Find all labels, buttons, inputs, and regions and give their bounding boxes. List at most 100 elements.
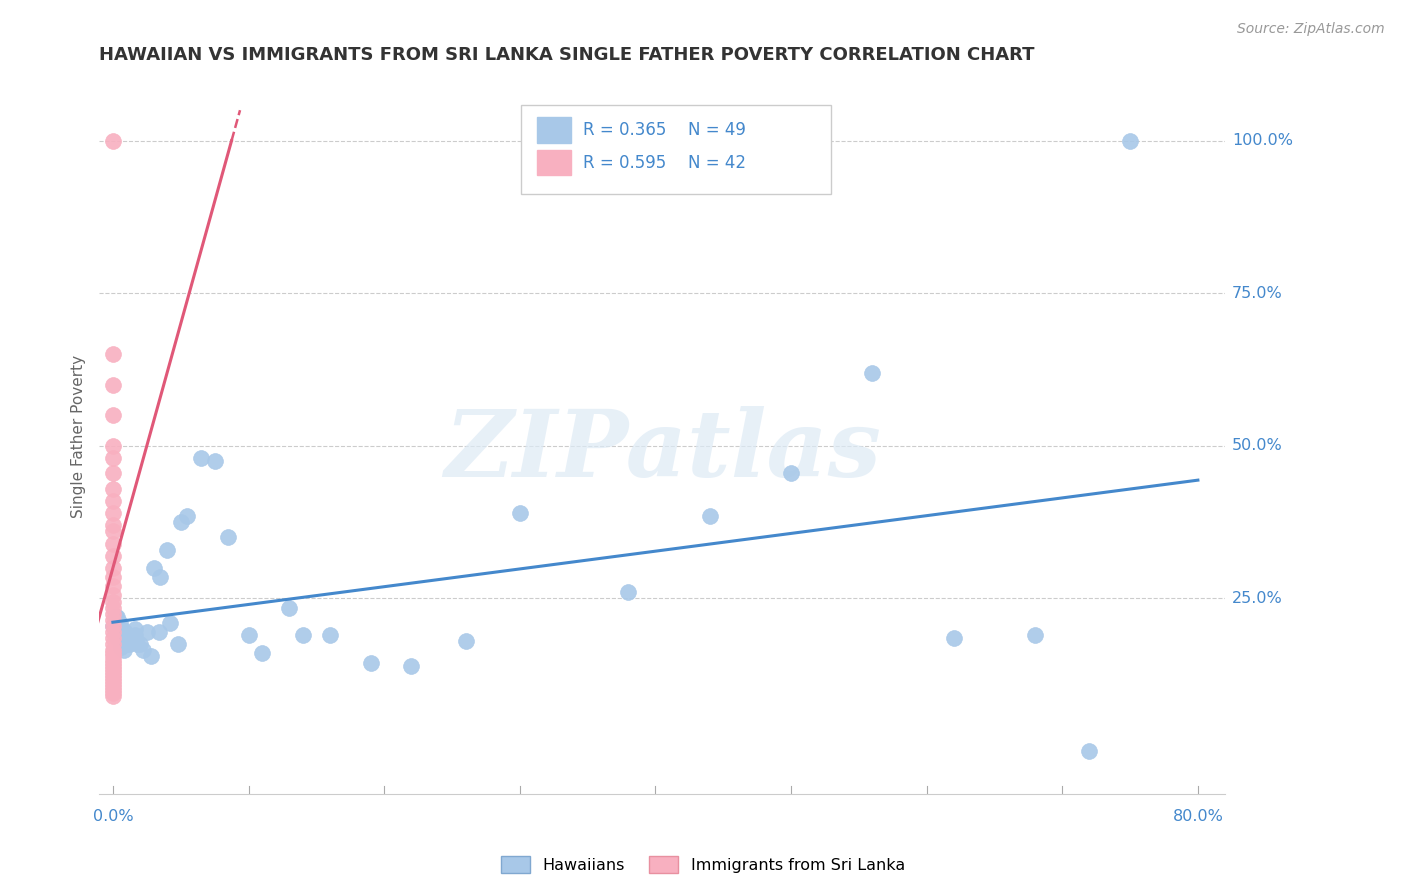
- Point: [107, 631, 129, 645]
- Point: [139, 649, 162, 664]
- Text: Source: ZipAtlas.com: Source: ZipAtlas.com: [1237, 22, 1385, 37]
- Point: [118, 637, 141, 651]
- Point: [942, 631, 965, 645]
- Point: [101, 579, 124, 593]
- Point: [149, 570, 172, 584]
- Point: [101, 689, 124, 703]
- Point: [129, 637, 152, 651]
- Point: [454, 634, 477, 648]
- Point: [319, 628, 342, 642]
- Point: [108, 615, 131, 630]
- Point: [217, 531, 239, 545]
- Point: [101, 680, 124, 694]
- Point: [101, 589, 124, 603]
- Point: [127, 637, 149, 651]
- Point: [101, 647, 124, 661]
- Point: [167, 637, 190, 651]
- Point: [101, 625, 124, 640]
- Point: [101, 673, 124, 688]
- Text: 0.0%: 0.0%: [93, 809, 134, 824]
- Text: R = 0.365: R = 0.365: [583, 120, 666, 138]
- Point: [148, 625, 170, 640]
- Point: [278, 600, 301, 615]
- Point: [101, 347, 124, 361]
- Point: [114, 625, 136, 640]
- Point: [1078, 744, 1101, 758]
- Point: [124, 628, 146, 642]
- FancyBboxPatch shape: [537, 117, 571, 143]
- Point: [101, 467, 124, 481]
- Point: [101, 658, 124, 673]
- Point: [101, 631, 124, 645]
- Point: [250, 647, 273, 661]
- Point: [170, 515, 193, 529]
- Point: [101, 662, 124, 676]
- Point: [101, 482, 124, 496]
- Point: [101, 134, 124, 148]
- Point: [159, 615, 181, 630]
- Point: [132, 643, 155, 657]
- Legend: Hawaiians, Immigrants from Sri Lanka: Hawaiians, Immigrants from Sri Lanka: [495, 849, 911, 880]
- Point: [101, 524, 124, 539]
- Text: ZIPatlas: ZIPatlas: [444, 406, 880, 496]
- Point: [101, 671, 124, 685]
- Point: [291, 628, 314, 642]
- Point: [360, 656, 382, 670]
- Point: [101, 600, 124, 615]
- Point: [101, 667, 124, 681]
- Text: N = 42: N = 42: [688, 153, 747, 171]
- Point: [101, 409, 124, 423]
- Point: [118, 634, 141, 648]
- Text: N = 49: N = 49: [688, 120, 747, 138]
- Point: [121, 631, 143, 645]
- Point: [135, 625, 157, 640]
- Point: [101, 686, 124, 700]
- Point: [1024, 628, 1046, 642]
- FancyBboxPatch shape: [522, 104, 831, 194]
- Point: [105, 609, 128, 624]
- Point: [190, 451, 212, 466]
- Text: 75.0%: 75.0%: [1232, 285, 1282, 301]
- Point: [1119, 134, 1142, 148]
- Point: [101, 683, 124, 698]
- Point: [101, 643, 124, 657]
- Point: [101, 637, 124, 651]
- Point: [101, 536, 124, 550]
- Point: [101, 493, 124, 508]
- Point: [101, 677, 124, 691]
- Point: [110, 640, 132, 655]
- Point: [111, 622, 134, 636]
- Point: [112, 631, 135, 645]
- Point: [101, 594, 124, 608]
- Point: [101, 619, 124, 633]
- Point: [101, 649, 124, 664]
- Point: [238, 628, 260, 642]
- Point: [115, 637, 138, 651]
- Point: [101, 613, 124, 627]
- Point: [101, 607, 124, 621]
- Point: [124, 622, 146, 636]
- Text: HAWAIIAN VS IMMIGRANTS FROM SRI LANKA SINGLE FATHER POVERTY CORRELATION CHART: HAWAIIAN VS IMMIGRANTS FROM SRI LANKA SI…: [100, 46, 1035, 64]
- Point: [112, 643, 135, 657]
- Point: [101, 561, 124, 575]
- Point: [699, 509, 721, 524]
- Point: [101, 506, 124, 520]
- Point: [509, 506, 531, 520]
- Point: [101, 518, 124, 533]
- Point: [780, 467, 803, 481]
- Point: [101, 656, 124, 670]
- FancyBboxPatch shape: [537, 150, 571, 176]
- Text: 25.0%: 25.0%: [1232, 591, 1282, 606]
- Text: 80.0%: 80.0%: [1173, 809, 1223, 824]
- Point: [617, 585, 640, 599]
- Point: [101, 439, 124, 453]
- Point: [156, 542, 179, 557]
- Point: [176, 509, 198, 524]
- Point: [204, 454, 226, 468]
- Text: 100.0%: 100.0%: [1232, 133, 1292, 148]
- Point: [101, 549, 124, 563]
- Point: [101, 665, 124, 679]
- Point: [101, 652, 124, 666]
- Point: [104, 609, 127, 624]
- Point: [401, 658, 423, 673]
